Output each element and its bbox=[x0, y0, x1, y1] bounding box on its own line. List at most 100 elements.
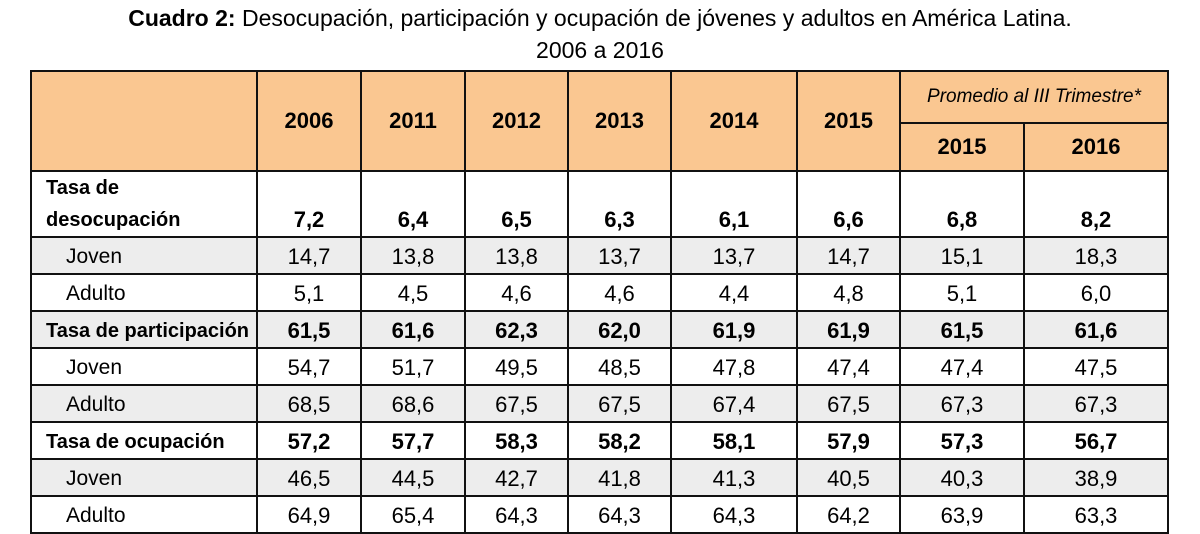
table-cell: 61,9 bbox=[796, 310, 901, 349]
table-cell: 67,3 bbox=[1022, 384, 1170, 423]
table-row: Tasa de desocupación 7,2 6,4 6,5 6,3 6,1 6,6 6,… bbox=[30, 170, 1170, 238]
table-cell: 13,7 bbox=[670, 236, 798, 275]
header-year: 2011 bbox=[360, 70, 466, 172]
table-cell: 68,5 bbox=[256, 384, 362, 423]
table-cell: 58,1 bbox=[670, 421, 798, 460]
table-cell: 14,7 bbox=[256, 236, 362, 275]
row-label: Tasa de ocupación bbox=[30, 421, 258, 460]
table-cell: 58,2 bbox=[567, 421, 672, 460]
table-cell: 64,2 bbox=[796, 495, 901, 534]
table-cell: 41,8 bbox=[567, 458, 672, 497]
table-cell: 6,0 bbox=[1022, 273, 1170, 312]
table-cell: 46,5 bbox=[256, 458, 362, 497]
table-cell: 57,2 bbox=[256, 421, 362, 460]
table-cell: 63,9 bbox=[899, 495, 1025, 534]
table-cell: 4,6 bbox=[567, 273, 672, 312]
row-label: Joven bbox=[30, 347, 258, 386]
table-row: Adulto 5,1 4,5 4,6 4,6 4,4 4,8 5,1 6,0 bbox=[30, 273, 1170, 312]
table-cell: 61,5 bbox=[899, 310, 1025, 349]
table-cell: 64,9 bbox=[256, 495, 362, 534]
header-corner bbox=[30, 70, 258, 172]
table-cell: 68,6 bbox=[360, 384, 466, 423]
header-group-year: 2015 bbox=[899, 122, 1025, 172]
table-cell: 62,3 bbox=[464, 310, 569, 349]
header-group-label: Promedio al III Trimestre* bbox=[898, 70, 1170, 124]
table-cell: 4,6 bbox=[464, 273, 569, 312]
table-cell: 61,6 bbox=[360, 310, 466, 349]
table-cell: 40,3 bbox=[899, 458, 1025, 497]
header-year: 2013 bbox=[567, 70, 672, 172]
header-year: 2015 bbox=[796, 70, 901, 172]
table-row: Joven 46,5 44,5 42,7 41,8 41,3 40,5 40,3 38,9 bbox=[30, 458, 1170, 497]
row-label: Adulto bbox=[30, 495, 258, 534]
table-cell: 13,8 bbox=[360, 236, 466, 275]
table-cell: 63,3 bbox=[1022, 495, 1170, 534]
table-row: Joven 54,7 51,7 49,5 48,5 47,8 47,4 47,4 47,5 bbox=[30, 347, 1170, 386]
table-cell: 57,3 bbox=[899, 421, 1025, 460]
table-cell: 41,3 bbox=[670, 458, 798, 497]
caption-text: Desocupación, participación y ocupación … bbox=[241, 5, 1072, 31]
table-cell: 67,5 bbox=[567, 384, 672, 423]
table-cell: 57,9 bbox=[796, 421, 901, 460]
row-label: Adulto bbox=[30, 384, 258, 423]
data-table: 2006 2011 2012 2013 2014 2015 Promedio a… bbox=[30, 70, 1170, 534]
table-cell: 51,7 bbox=[360, 347, 466, 386]
table-cell: 13,8 bbox=[464, 236, 569, 275]
table-cell: 13,7 bbox=[567, 236, 672, 275]
table-cell: 56,7 bbox=[1022, 421, 1170, 460]
table-cell: 64,3 bbox=[464, 495, 569, 534]
table-cell: 54,7 bbox=[256, 347, 362, 386]
table-cell: 44,5 bbox=[360, 458, 466, 497]
table-cell: 57,7 bbox=[360, 421, 466, 460]
table-row: Joven 14,7 13,8 13,8 13,7 13,7 14,7 15,1 18,3 bbox=[30, 236, 1170, 275]
caption-prefix: Cuadro 2: bbox=[128, 5, 236, 31]
table-cell: 49,5 bbox=[464, 347, 569, 386]
table-cell: 48,5 bbox=[567, 347, 672, 386]
table-cell: 47,4 bbox=[899, 347, 1025, 386]
table-cell: 67,3 bbox=[899, 384, 1025, 423]
table-cell: 6,6 bbox=[796, 170, 901, 238]
table-cell: 42,7 bbox=[464, 458, 569, 497]
row-label: Tasa de participación bbox=[30, 310, 258, 349]
row-label: Joven bbox=[30, 458, 258, 497]
table-cell: 14,7 bbox=[796, 236, 901, 275]
table-cell: 6,8 bbox=[899, 170, 1025, 238]
table-cell: 61,9 bbox=[670, 310, 798, 349]
table-cell: 5,1 bbox=[256, 273, 362, 312]
table-cell: 58,3 bbox=[464, 421, 569, 460]
header-year: 2012 bbox=[464, 70, 569, 172]
table-cell: 6,5 bbox=[464, 170, 569, 238]
table-caption: Cuadro 2: Desocupación, participación y … bbox=[0, 2, 1200, 66]
row-label: Tasa de desocupación bbox=[30, 170, 258, 238]
table-row: Adulto 68,5 68,6 67,5 67,5 67,4 67,5 67,3 67,3 bbox=[30, 384, 1170, 423]
table-cell: 6,3 bbox=[567, 170, 672, 238]
table-cell: 4,5 bbox=[360, 273, 466, 312]
table-row: Tasa de participación 61,5 61,6 62,3 62,0 61,… bbox=[30, 310, 1170, 349]
table-cell: 67,4 bbox=[670, 384, 798, 423]
table-cell: 4,4 bbox=[670, 273, 798, 312]
table-cell: 62,0 bbox=[567, 310, 672, 349]
table-cell: 61,6 bbox=[1022, 310, 1170, 349]
header-year: 2014 bbox=[670, 70, 798, 172]
table-cell: 6,4 bbox=[360, 170, 466, 238]
header-year: 2006 bbox=[256, 70, 362, 172]
table-cell: 8,2 bbox=[1022, 170, 1170, 238]
table-cell: 40,5 bbox=[796, 458, 901, 497]
table-cell: 61,5 bbox=[256, 310, 362, 349]
table-cell: 47,4 bbox=[796, 347, 901, 386]
row-label: Joven bbox=[30, 236, 258, 275]
table-row: Tasa de ocupación 57,2 57,7 58,3 58,2 58,1 57,… bbox=[30, 421, 1170, 460]
table-cell: 47,5 bbox=[1022, 347, 1170, 386]
table-row: Adulto 64,9 65,4 64,3 64,3 64,3 64,2 63,9 63,3 bbox=[30, 495, 1170, 534]
table-cell: 4,8 bbox=[796, 273, 901, 312]
header-group-year: 2016 bbox=[1022, 122, 1170, 172]
table-cell: 5,1 bbox=[899, 273, 1025, 312]
table-cell: 18,3 bbox=[1022, 236, 1170, 275]
table-cell: 65,4 bbox=[360, 495, 466, 534]
table-cell: 6,1 bbox=[670, 170, 798, 238]
table-cell: 64,3 bbox=[567, 495, 672, 534]
row-label: Adulto bbox=[30, 273, 258, 312]
table-cell: 67,5 bbox=[464, 384, 569, 423]
table-cell: 7,2 bbox=[256, 170, 362, 238]
table-cell: 15,1 bbox=[899, 236, 1025, 275]
